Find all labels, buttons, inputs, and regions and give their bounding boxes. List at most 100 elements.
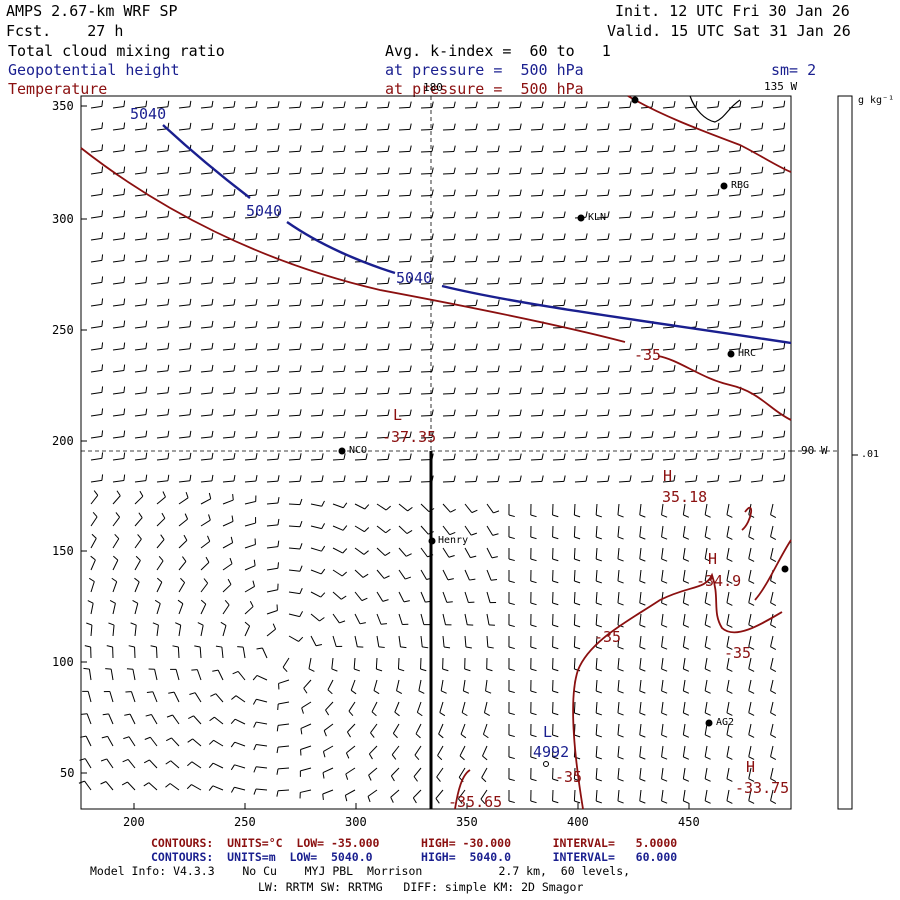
wind-barb-shaft	[178, 172, 190, 175]
wind-barb-shaft	[310, 128, 323, 131]
wind-barb-shaft	[420, 348, 433, 351]
wind-barb-feather	[255, 255, 258, 262]
wind-barb-feather	[563, 123, 566, 130]
wind-barb-feather	[595, 668, 602, 672]
wind-barb-shaft	[199, 646, 202, 659]
wind-barb-shaft	[682, 745, 686, 757]
wind-barb-shaft	[112, 106, 124, 109]
wind-barb-shaft	[618, 260, 631, 263]
wind-barb-feather	[321, 321, 324, 328]
k-index-range: Avg. k-index = 60 to 1	[385, 42, 611, 60]
wind-barb-feather	[205, 556, 210, 563]
wind-barb-shaft	[464, 260, 477, 263]
wind-barb-shaft	[278, 679, 290, 684]
wind-barb-feather	[256, 647, 263, 650]
wind-barb-feather	[683, 668, 690, 672]
wind-barb-shaft	[398, 348, 411, 351]
wind-barb-feather	[123, 736, 130, 740]
wind-barb-shaft	[420, 282, 433, 285]
wind-barb-feather	[276, 790, 279, 797]
field-geopotential-height: Geopotential height	[8, 61, 180, 79]
wind-barb-feather	[431, 233, 434, 240]
wind-barb-shaft	[310, 547, 322, 552]
wind-barb-feather	[387, 409, 390, 416]
wind-barb-shaft	[288, 436, 301, 439]
wind-barb-shaft	[200, 414, 212, 417]
wind-barb-feather	[508, 536, 515, 540]
wind-barb-shaft	[596, 172, 609, 175]
wind-barb-feather	[166, 714, 173, 718]
wind-barb-feather	[748, 668, 755, 672]
wind-barb-shaft	[222, 499, 234, 505]
wind-barb-shaft	[442, 216, 455, 219]
wind-barb-shaft	[178, 539, 188, 549]
wind-barb-feather	[563, 387, 566, 394]
wind-barb-feather	[387, 255, 390, 262]
wind-barb-feather	[783, 122, 786, 129]
wind-barb-feather	[492, 533, 499, 536]
wind-barb-feather	[145, 342, 148, 349]
wind-barb-feather	[574, 580, 581, 584]
wind-barb-shaft	[530, 458, 543, 461]
wind-barb-shaft	[332, 348, 345, 351]
wind-barb-shaft	[354, 635, 358, 647]
wind-barb-feather	[541, 343, 544, 350]
wind-barb-feather	[695, 408, 698, 416]
wind-barb-shaft	[770, 591, 774, 603]
wind-barb-shaft	[552, 216, 565, 219]
station-dot-nco	[338, 447, 346, 455]
meridian-180-label: 180	[423, 81, 443, 94]
wind-barb-shaft	[662, 304, 675, 307]
wind-barb-feather	[210, 693, 216, 697]
wind-barb-shaft	[87, 691, 92, 703]
wind-barb-shaft	[662, 150, 675, 153]
wind-barb-shaft	[442, 238, 455, 241]
wind-barb-feather	[409, 167, 412, 174]
wind-barb-feather	[343, 299, 346, 306]
wind-barb-shaft	[728, 194, 740, 197]
wind-barb-shaft	[288, 503, 301, 506]
wind-barb-feather	[519, 453, 522, 460]
wind-barb-shaft	[726, 745, 730, 757]
model-title: AMPS 2.67-km WRF SP	[6, 2, 178, 20]
wind-barb-shaft	[178, 497, 189, 505]
wind-barb-shaft	[748, 635, 752, 647]
wind-barb-shaft	[420, 569, 427, 580]
wind-barb-shaft	[748, 767, 752, 779]
wind-barb-shaft	[376, 480, 389, 483]
wind-barb-shaft	[134, 216, 146, 219]
wind-barb-shaft	[662, 392, 675, 395]
wind-barb-shaft	[288, 128, 301, 131]
wind-barb-feather	[449, 531, 456, 536]
wind-barb-feather	[585, 255, 588, 262]
wind-barb-feather	[726, 602, 733, 606]
wind-barb-shaft	[310, 414, 323, 417]
wind-barb-shaft	[486, 238, 499, 241]
wind-barb-feather	[106, 645, 113, 648]
wind-barb-feather	[704, 646, 711, 650]
wind-barb-shaft	[288, 260, 301, 263]
wind-barb-feather	[530, 514, 537, 518]
wind-barb-feather	[783, 254, 786, 261]
wind-barb-feather	[81, 713, 88, 715]
wind-barb-feather	[530, 734, 537, 738]
wind-barb-shaft	[596, 260, 609, 263]
wind-barb-feather	[343, 321, 346, 328]
wind-barb-feather	[491, 556, 498, 559]
wind-barb-feather	[87, 600, 94, 604]
wind-barb-shaft	[90, 603, 94, 615]
wind-barb-shaft	[662, 458, 675, 461]
wind-barb-feather	[617, 690, 624, 694]
wind-barb-feather	[651, 255, 654, 262]
wind-barb-shaft	[178, 603, 184, 615]
wind-barb-shaft	[112, 480, 124, 483]
wind-barb-feather	[563, 343, 566, 350]
wind-barb-feather	[607, 409, 610, 416]
wind-barb-shaft	[310, 503, 322, 507]
wind-barb-feather	[726, 514, 733, 518]
wind-barb-shaft	[200, 458, 212, 461]
wind-barb-feather	[704, 734, 711, 738]
wind-barb-shaft	[530, 348, 543, 351]
wind-barb-feather	[255, 431, 258, 438]
wind-barb-feather	[770, 800, 777, 804]
